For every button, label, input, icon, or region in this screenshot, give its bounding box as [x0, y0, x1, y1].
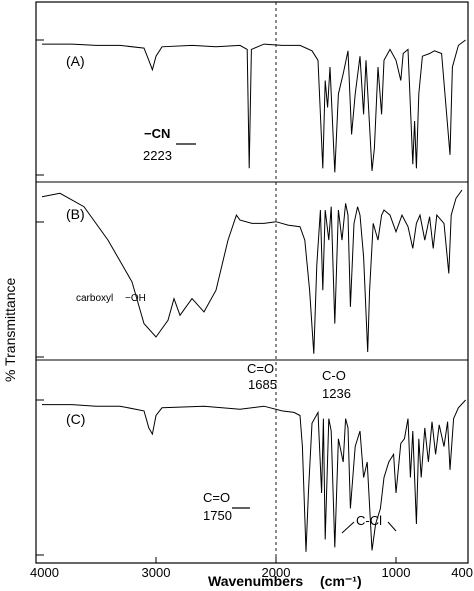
x-tick-label: 3000 — [142, 565, 171, 580]
annotation-cn: −CN — [144, 126, 170, 141]
annotation-co-c-value: 1750 — [203, 508, 232, 523]
x-tick-label: 1000 — [382, 565, 411, 580]
annotation-c-cl-arrow — [341, 521, 355, 534]
annotation-c-o-value: 1236 — [322, 386, 351, 401]
annotation-carboxyl: carboxyl — [76, 293, 113, 304]
annotation-co-b: C=O — [247, 361, 274, 376]
panel-label-c: (C) — [66, 411, 85, 427]
annotation-c-cl: C-Cl — [356, 513, 382, 528]
x-axis-ticks: 4000 3000 2000 1000 400 — [30, 557, 473, 580]
plot-frame — [35, 1, 469, 564]
annotation-cn-value: 2223 — [143, 148, 172, 163]
x-tick-label: 2000 — [262, 565, 291, 580]
x-tick-label: 4000 — [30, 565, 59, 580]
y-axis-title: % Transmittance — [2, 278, 18, 382]
annotation-c-cl-arrow-right — [387, 521, 397, 532]
spectrum-b-line — [41, 189, 463, 354]
x-tick-label: 400 — [451, 565, 473, 580]
panel-label-b: (B) — [66, 206, 85, 222]
panel-label-a: (A) — [66, 53, 85, 69]
annotation-co-c: C=O — [203, 490, 230, 505]
left-axis-ticks — [36, 39, 44, 556]
annotation-oh: −OH — [125, 293, 146, 304]
annotation-c-o: C-O — [322, 368, 346, 383]
spectrum-a-line — [42, 39, 466, 173]
annotation-co-b-value: 1685 — [248, 377, 277, 392]
x-axis-title: Wavenumbers — [208, 573, 303, 589]
x-axis-unit: (cm⁻¹) — [320, 573, 362, 589]
spectrum-c-line — [42, 399, 466, 552]
